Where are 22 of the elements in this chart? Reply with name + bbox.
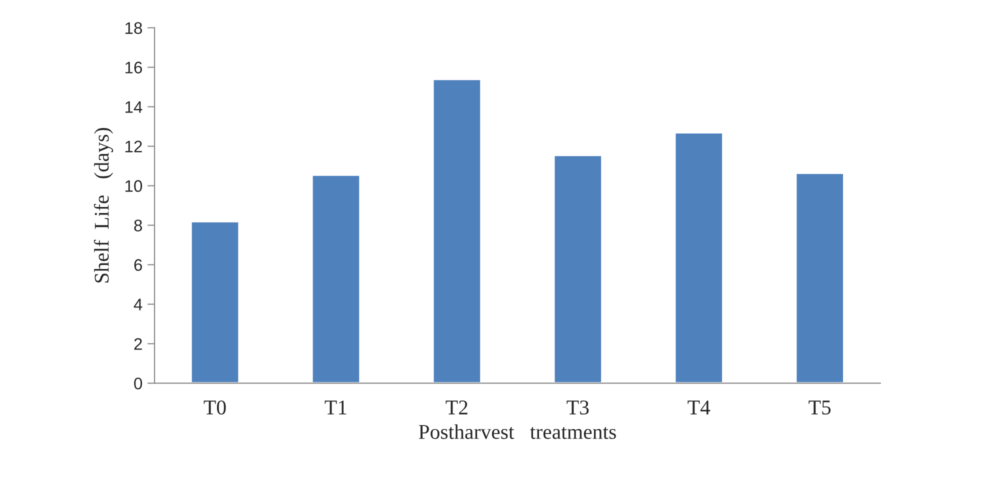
bar [432, 78, 482, 384]
y-tick-label: 10 [125, 180, 142, 192]
bar [310, 174, 362, 384]
x-tick-label: T4 [688, 400, 710, 414]
y-tick-label: 4 [134, 298, 142, 310]
y-tick-label: 12 [125, 140, 142, 152]
y-tick-label: 0 [134, 378, 142, 390]
y-tick-label: 6 [134, 259, 142, 271]
y-axis-title: Shelf Life (days) [94, 128, 114, 282]
y-tick-label: 18 [125, 22, 142, 34]
x-tick-label: T1 [324, 400, 346, 414]
y-tick-label: 2 [134, 338, 142, 350]
x-axis-title: Postharvest treatments [418, 424, 616, 439]
x-tick-label: T0 [204, 400, 226, 415]
y-tick-label: 14 [125, 101, 142, 113]
x-tick-label: T3 [566, 400, 589, 415]
x-tick-label: T2 [446, 400, 468, 414]
y-tick-label: 16 [125, 62, 142, 74]
bar [190, 220, 240, 384]
bar [552, 154, 604, 384]
y-tick-label: 8 [134, 220, 142, 232]
x-tick-label: T5 [808, 400, 831, 415]
